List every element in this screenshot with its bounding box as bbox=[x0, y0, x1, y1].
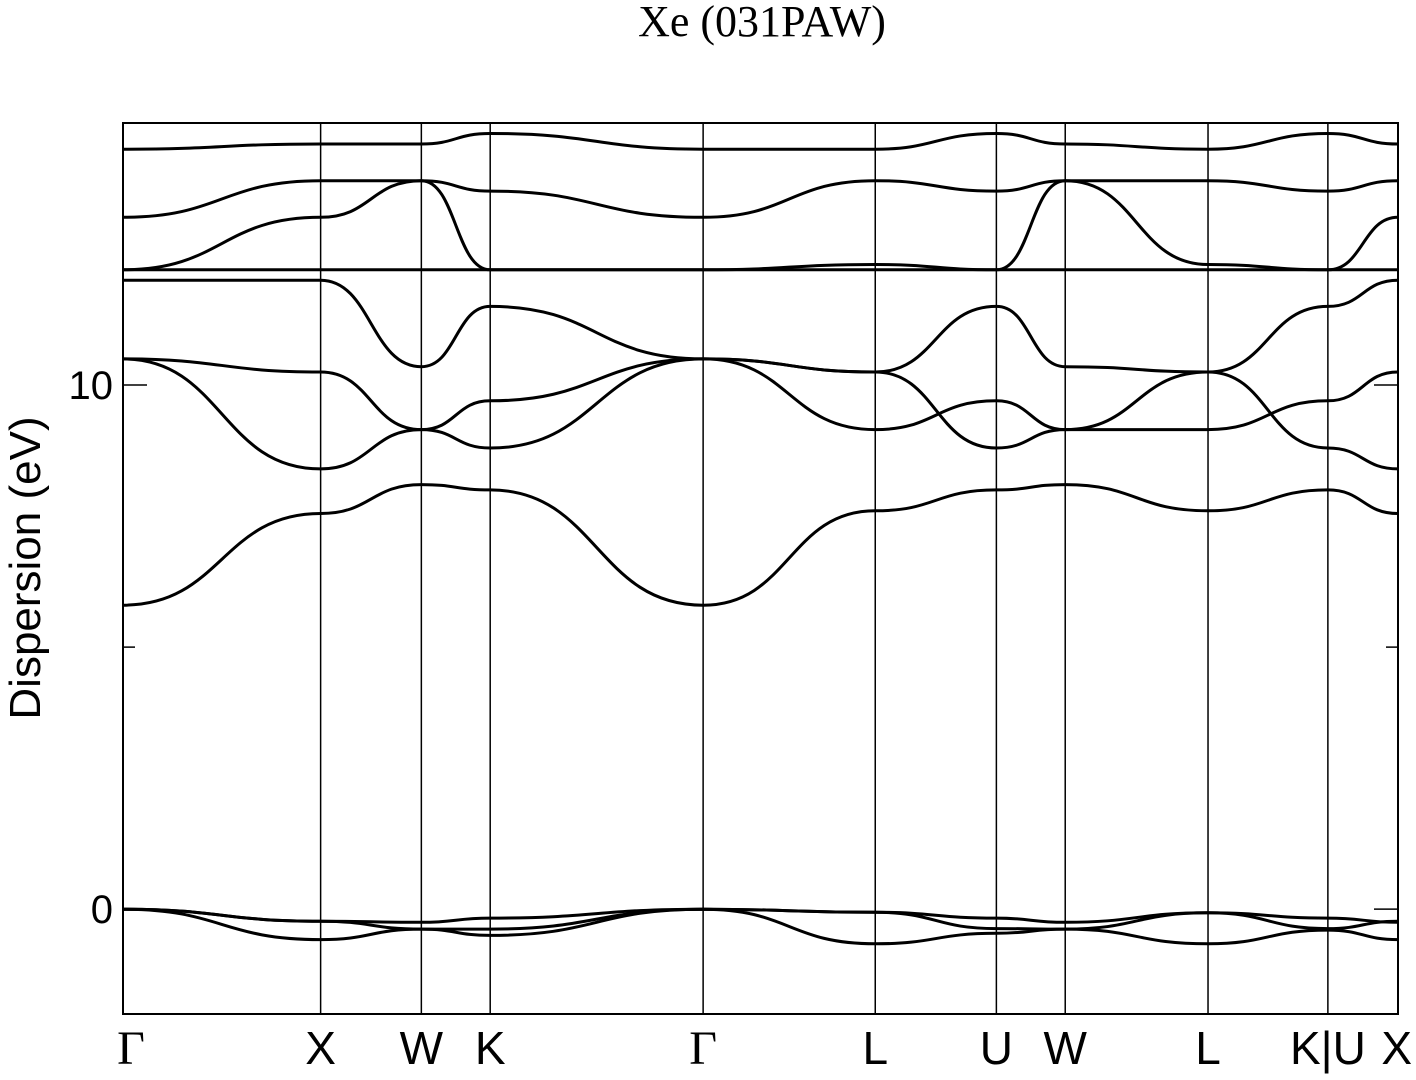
y-ticks: 0 10 bbox=[69, 364, 1398, 932]
chart-title: Xe (031PAW) bbox=[638, 0, 886, 46]
band-3 bbox=[123, 907, 1398, 946]
kpoint-label-6: U bbox=[980, 1022, 1013, 1074]
y-tick-label: 0 bbox=[91, 888, 113, 932]
kpoint-label-1: X bbox=[305, 1022, 336, 1074]
band-10 bbox=[123, 179, 1398, 219]
band-2 bbox=[123, 907, 1398, 931]
band-lines bbox=[123, 131, 1398, 946]
kpoint-label-5: L bbox=[862, 1022, 888, 1074]
kpoint-label-3: K bbox=[475, 1022, 506, 1074]
band-9 bbox=[123, 179, 1398, 272]
kpoint-label-2: W bbox=[400, 1022, 444, 1074]
kpoint-label-4: Γ bbox=[689, 1022, 717, 1075]
kpoint-label-0: Γ bbox=[117, 1022, 145, 1075]
kpoint-label-10: X bbox=[1381, 1022, 1412, 1074]
band-7 bbox=[123, 278, 1398, 374]
band-5 bbox=[123, 357, 1398, 471]
kpoint-label-7: W bbox=[1044, 1022, 1088, 1074]
band-4 bbox=[123, 483, 1398, 607]
high-symmetry-lines bbox=[319, 123, 1329, 1014]
kpoint-label-8: L bbox=[1195, 1022, 1221, 1074]
plot-frame bbox=[122, 122, 1399, 1015]
band-11 bbox=[123, 131, 1398, 151]
kpoint-labels: Γ X W K Γ L U W L K|U X bbox=[117, 1022, 1412, 1075]
band-6 bbox=[123, 357, 1398, 432]
kpoint-label-9: K|U bbox=[1290, 1022, 1366, 1074]
y-axis-label: Dispersion (eV) bbox=[1, 416, 50, 719]
y-tick-label: 10 bbox=[69, 364, 114, 408]
